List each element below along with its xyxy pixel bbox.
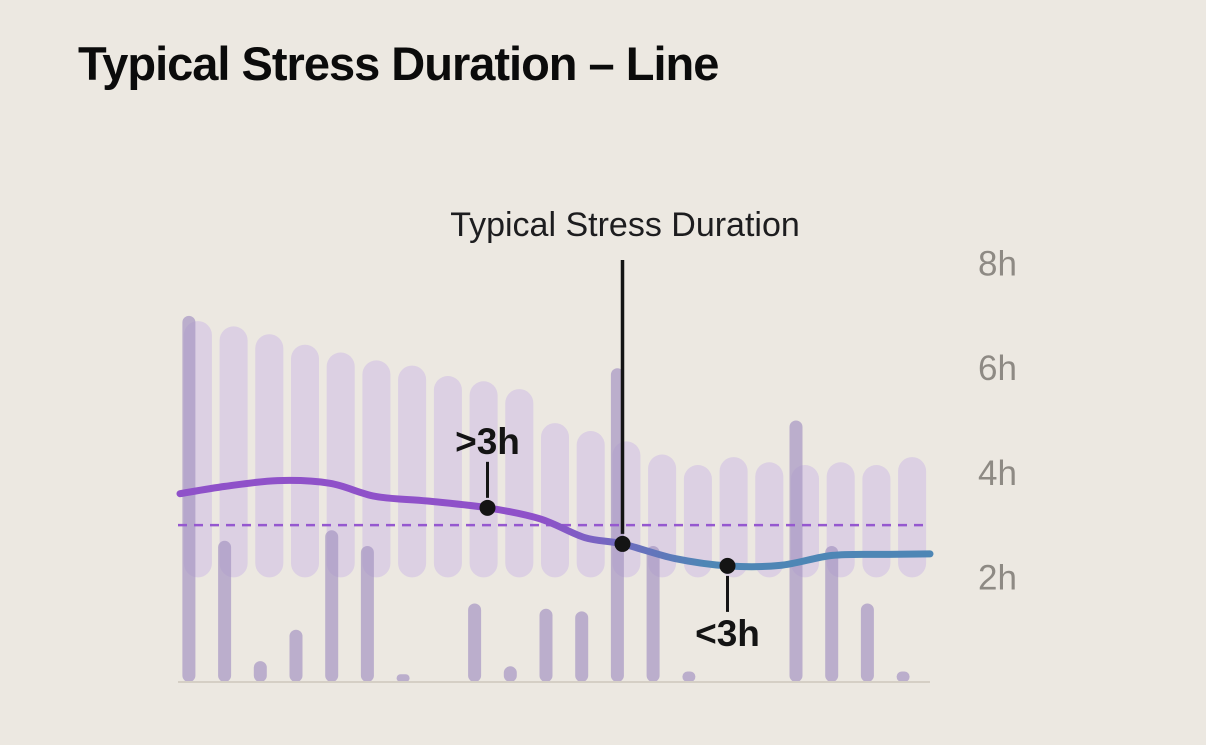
stress-detail-bar — [468, 603, 482, 682]
stress-detail-bar — [360, 546, 374, 682]
y-tick-label: 8h — [978, 245, 1017, 284]
annotation-label: <3h — [695, 613, 760, 654]
stress-range-bar — [326, 352, 355, 578]
stress-detail-bar — [682, 671, 696, 682]
trend-line — [176, 476, 934, 571]
callout-dot — [614, 535, 631, 552]
stress-range-bar — [576, 431, 605, 578]
page-title: Typical Stress Duration – Line — [78, 37, 719, 90]
annotation-dot — [719, 557, 736, 574]
stress-range-bar — [719, 457, 748, 578]
stress-detail-bar — [503, 666, 517, 682]
annotation-label: >3h — [455, 421, 520, 462]
stress-detail-bar — [646, 546, 660, 682]
annotation-dot — [479, 499, 496, 516]
stress-detail-bar — [396, 674, 410, 682]
stress-detail-bar — [539, 608, 553, 682]
stress-range-bar — [898, 457, 927, 578]
stress-detail-bar — [860, 603, 874, 682]
y-tick-label: 4h — [978, 454, 1017, 493]
annotations-layer: >3h <3h — [455, 260, 760, 654]
stress-range-bar — [541, 423, 569, 578]
stress-range-bar — [362, 360, 391, 578]
stress-range-bar — [862, 465, 891, 578]
stress-range-bar — [398, 365, 427, 578]
stress-detail-bar — [289, 629, 303, 682]
stress-range-bar — [219, 326, 248, 578]
stress-range-bar — [469, 381, 498, 578]
stress-range-bar — [755, 462, 784, 578]
chart-title: Typical Stress Duration — [450, 206, 800, 244]
stress-range-bar — [683, 465, 712, 578]
y-tick-label: 6h — [978, 349, 1017, 388]
detail-bars-layer — [182, 315, 910, 682]
stress-range-bar — [255, 334, 284, 578]
range-bars-layer — [183, 321, 927, 578]
y-tick-label: 2h — [978, 558, 1017, 597]
trend-layer — [176, 476, 934, 571]
y-axis-ticks-layer: 8h 6h 4h 2h — [978, 245, 1017, 598]
stress-detail-bar — [825, 546, 839, 682]
stress-detail-bar — [325, 530, 339, 682]
stress-detail-bar — [182, 315, 196, 682]
stress-range-bar — [291, 344, 319, 578]
stress-range-bar — [433, 376, 462, 578]
stress-detail-bar — [253, 661, 267, 682]
stress-detail-bar — [218, 540, 232, 682]
stress-detail-bar — [575, 611, 589, 682]
stress-range-bar — [505, 389, 534, 578]
stress-detail-bar — [789, 420, 803, 682]
stress-detail-bar — [896, 671, 910, 682]
